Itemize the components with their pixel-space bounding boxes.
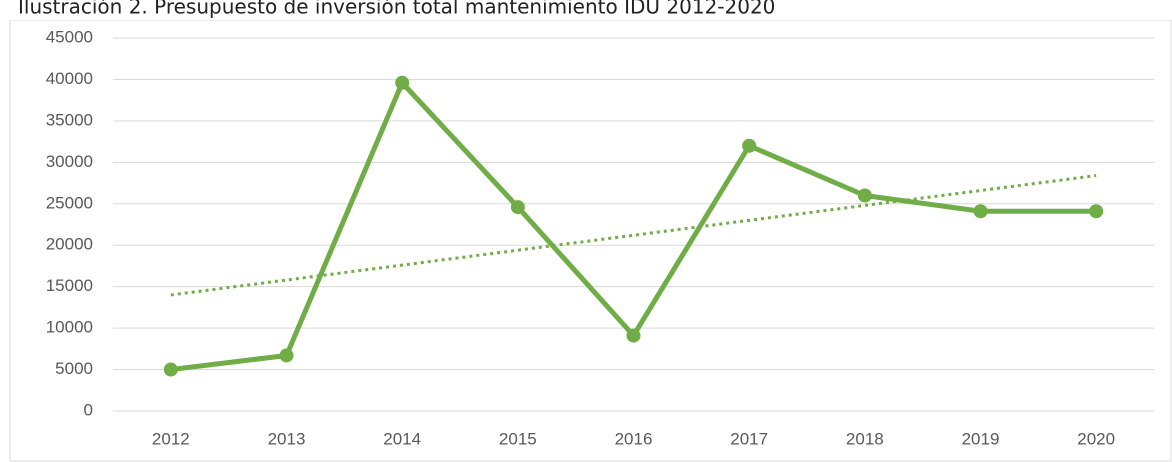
point <box>973 204 988 219</box>
chart-title: Ilustración 2. Presupuesto de inversión … <box>18 0 775 19</box>
y-tick-label: 20000 <box>46 235 93 254</box>
chart-frame <box>9 19 1172 462</box>
y-tick-label: 15000 <box>46 276 93 295</box>
point <box>742 138 757 153</box>
y-tick-label: 35000 <box>46 110 93 129</box>
y-tick-label: 45000 <box>46 27 93 46</box>
x-tick-label: 2015 <box>499 429 537 448</box>
series-line <box>170 80 1097 373</box>
point <box>626 328 641 343</box>
y-tick-label: 0 <box>84 400 93 419</box>
point <box>279 348 294 363</box>
trend-line <box>170 174 1097 297</box>
y-tick-label: 5000 <box>55 359 93 378</box>
y-tick-label: 40000 <box>46 69 93 88</box>
x-tick-label: 2012 <box>152 429 190 448</box>
x-tick-label: 2016 <box>615 429 653 448</box>
point <box>1089 204 1104 219</box>
y-tick-label: 10000 <box>46 318 93 337</box>
x-tick-label: 2019 <box>962 429 1000 448</box>
point <box>395 75 410 90</box>
x-tick-label: 2017 <box>730 429 768 448</box>
x-tick-label: 2020 <box>1077 429 1115 448</box>
y-tick-label: 25000 <box>46 193 93 212</box>
x-tick-label: 2018 <box>846 429 884 448</box>
x-tick-label: 2013 <box>268 429 306 448</box>
x-tick-label: 2014 <box>383 429 421 448</box>
title-background <box>0 0 1172 20</box>
point <box>857 188 872 203</box>
y-tick-label: 30000 <box>46 152 93 171</box>
point <box>163 362 178 377</box>
point <box>510 200 525 215</box>
